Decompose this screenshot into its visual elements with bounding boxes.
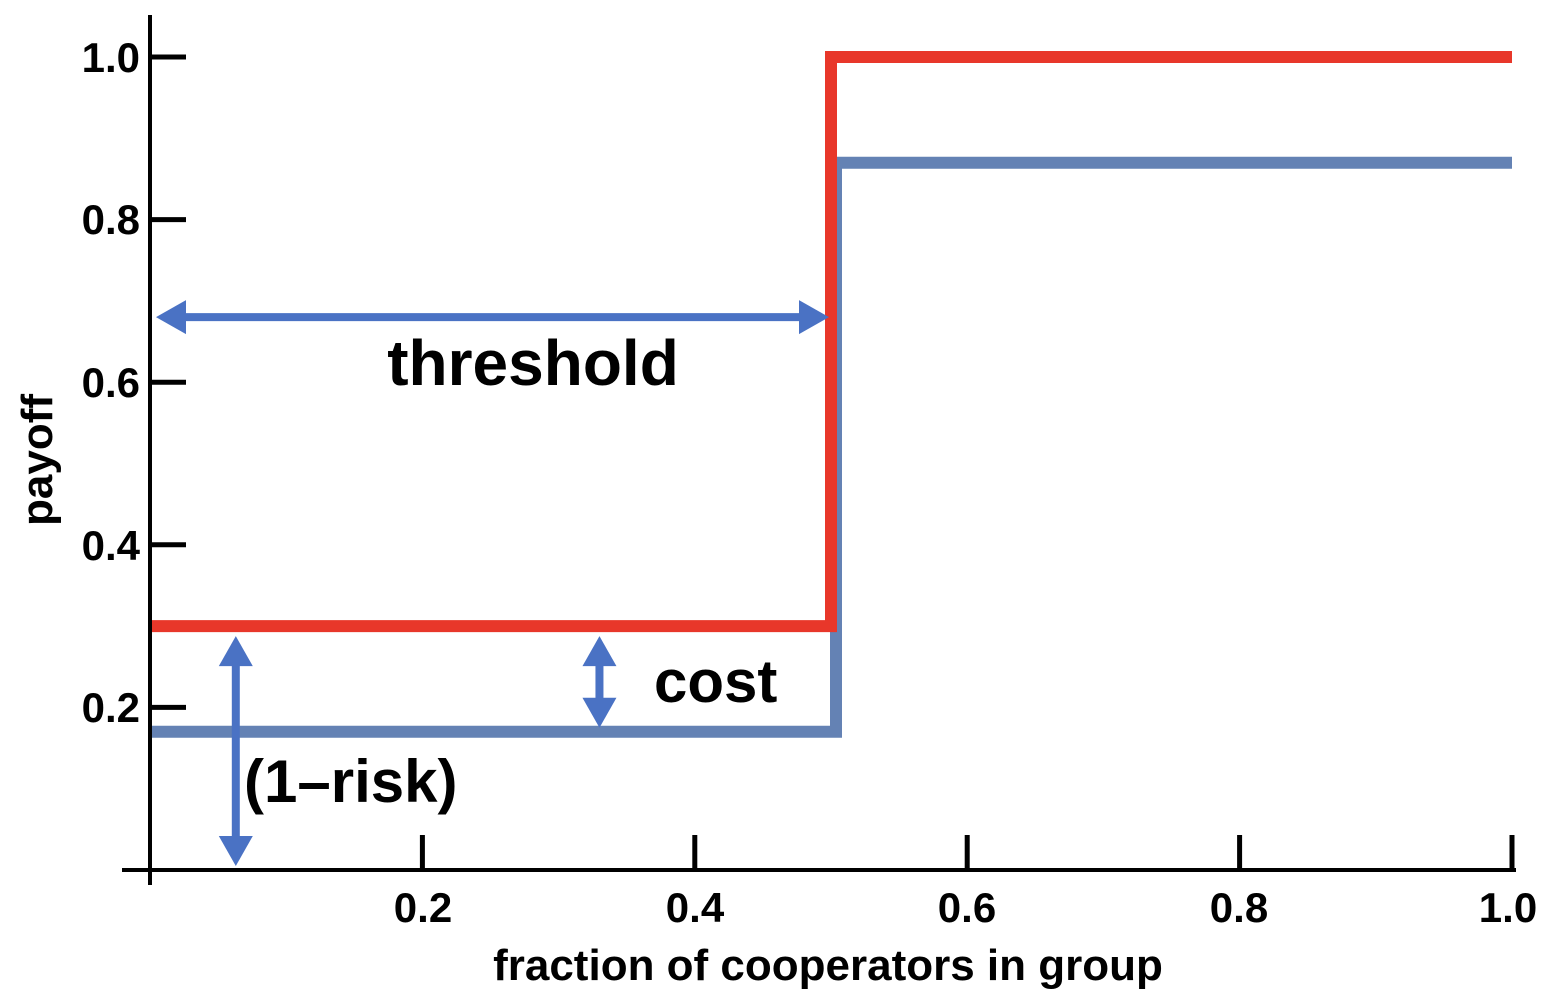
risk-label: (1–risk) xyxy=(244,748,457,815)
threshold-label: threshold xyxy=(387,327,679,399)
x-tick-label: 0.8 xyxy=(1210,884,1268,931)
annotation-arrows xyxy=(156,300,829,866)
x-tick-label: 0.4 xyxy=(666,884,725,931)
x-tick-label: 1.0 xyxy=(1479,884,1537,931)
y-tick-label: 0.2 xyxy=(82,684,140,731)
ticks xyxy=(150,54,1515,870)
y-tick-label: 0.6 xyxy=(82,359,140,406)
y-tick-label: 0.4 xyxy=(82,522,141,569)
x-tick-label: 0.2 xyxy=(394,884,452,931)
threshold-arrow xyxy=(156,300,829,335)
series-line-0 xyxy=(150,51,1512,633)
cost-arrow xyxy=(582,636,617,728)
risk-arrow xyxy=(218,636,253,866)
series-layer xyxy=(150,51,1512,738)
x-axis-label: fraction of cooperators in group xyxy=(493,941,1163,990)
x-tick-label: 0.6 xyxy=(938,884,996,931)
y-axis-label: payoff xyxy=(13,394,62,526)
y-tick-label: 0.8 xyxy=(82,196,140,243)
y-tick-label: 1.0 xyxy=(82,34,140,81)
cost-label: cost xyxy=(654,648,777,715)
